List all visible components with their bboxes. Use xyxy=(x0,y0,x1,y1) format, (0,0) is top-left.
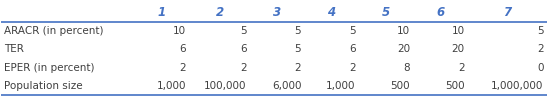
Text: 500: 500 xyxy=(445,81,465,91)
Text: 6: 6 xyxy=(437,6,444,19)
Text: 2: 2 xyxy=(180,63,186,73)
Text: 6,000: 6,000 xyxy=(272,81,301,91)
Text: 1,000: 1,000 xyxy=(157,81,186,91)
Text: 2: 2 xyxy=(458,63,465,73)
Text: 1,000: 1,000 xyxy=(326,81,356,91)
Text: 5: 5 xyxy=(295,44,301,54)
Text: 20: 20 xyxy=(397,44,410,54)
Text: 6: 6 xyxy=(349,44,356,54)
Text: 2: 2 xyxy=(537,44,544,54)
Text: 6: 6 xyxy=(180,44,186,54)
Text: 10: 10 xyxy=(452,26,465,36)
Text: 100,000: 100,000 xyxy=(204,81,247,91)
Text: 1,000,000: 1,000,000 xyxy=(491,81,544,91)
Text: EPER (in percent): EPER (in percent) xyxy=(4,63,95,73)
Text: 5: 5 xyxy=(537,26,544,36)
Text: 5: 5 xyxy=(295,26,301,36)
Text: 20: 20 xyxy=(452,44,465,54)
Text: 10: 10 xyxy=(173,26,186,36)
Text: ARACR (in percent): ARACR (in percent) xyxy=(4,26,104,36)
Text: TER: TER xyxy=(4,44,24,54)
Text: 2: 2 xyxy=(215,6,224,19)
Text: 0: 0 xyxy=(537,63,544,73)
Text: 2: 2 xyxy=(240,63,247,73)
Text: 1: 1 xyxy=(158,6,166,19)
Text: 8: 8 xyxy=(404,63,410,73)
Text: 2: 2 xyxy=(349,63,356,73)
Text: 10: 10 xyxy=(397,26,410,36)
Text: 2: 2 xyxy=(295,63,301,73)
Text: 5: 5 xyxy=(349,26,356,36)
Text: 5: 5 xyxy=(382,6,390,19)
Text: 4: 4 xyxy=(328,6,335,19)
Text: Population size: Population size xyxy=(4,81,83,91)
Text: 6: 6 xyxy=(240,44,247,54)
Text: 500: 500 xyxy=(391,81,410,91)
Text: 5: 5 xyxy=(240,26,247,36)
Text: 7: 7 xyxy=(503,6,511,19)
Text: 3: 3 xyxy=(273,6,281,19)
